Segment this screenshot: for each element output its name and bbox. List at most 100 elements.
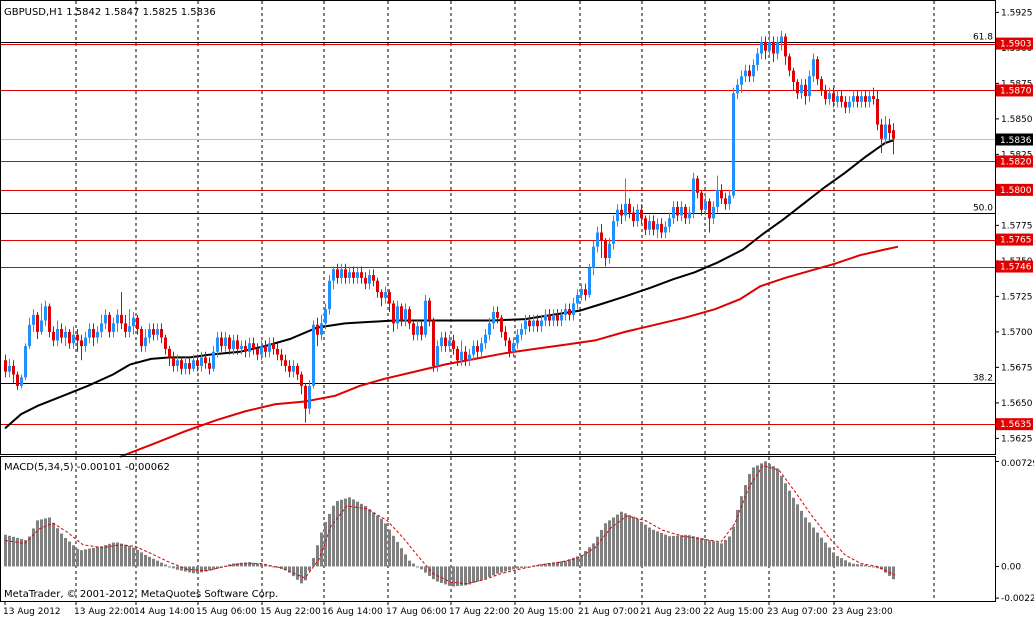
candle-body [180,360,183,369]
macd-bar [324,522,327,567]
candle-body [132,317,135,327]
macd-bar [308,566,311,571]
candle-body [728,195,731,205]
moving-average-line [4,139,895,430]
candle-body [692,178,695,213]
candle-body [4,360,7,372]
macd-signal-line [4,465,896,585]
macd-bar [564,560,567,567]
candle-body [584,289,587,295]
candles [4,30,895,423]
macd-bar [664,534,667,567]
candle-body [336,269,339,278]
macd-bar [304,566,307,581]
time-tick-label: 21 Aug 23:00 [640,607,701,617]
macd-bar [836,556,839,567]
macd-bar [240,562,243,567]
level-label-bg [996,233,1033,246]
level-label: 1.5765 [1000,236,1032,246]
macd-bar [428,566,431,576]
macd-bar [380,518,383,567]
macd-bar [892,566,895,580]
candle-body [496,311,499,318]
macd-bar [140,552,143,567]
candle-body [652,221,655,230]
candle-body [844,101,847,108]
macd-bar [656,531,659,567]
candle-body [824,90,827,99]
candle-body [84,337,87,347]
candle-body [96,331,99,338]
macd-bar [732,526,735,567]
candle-body [832,93,835,102]
macd-bar [600,529,603,567]
candle-body [676,206,679,216]
candle-body [144,337,147,347]
candle-body [588,267,591,295]
macd-bar [264,564,267,567]
macd-bar [768,463,771,567]
time-tick-label: 20 Aug 15:00 [513,607,574,617]
macd-bar [444,566,447,585]
time-tick-label: 17 Aug 06:00 [386,607,447,617]
candle-body [20,377,23,386]
candle-body [712,206,715,219]
candle-body [148,329,151,338]
macd-bar [524,566,527,568]
candle-body [568,309,571,315]
candle-body [108,314,111,332]
candle-body [164,337,167,349]
candle-body [632,212,635,222]
macd-bar [200,566,203,573]
macd-bar [816,532,819,567]
macd-bar [772,466,775,567]
macd-bar [316,545,319,567]
candle-body [328,280,331,310]
candle-body [28,324,31,347]
candle-body [532,320,535,327]
macd-bar [856,564,859,567]
candle-body [480,343,483,352]
candle-body [116,314,119,324]
macd-bar [860,564,863,567]
macd-bar [852,563,855,567]
macd-bar [292,566,295,577]
candle-body [672,206,675,219]
macd-bar [508,566,511,571]
macd-bar [652,529,655,567]
macd-bar [632,516,635,567]
macd-bar [708,540,711,567]
candle-body [512,343,515,352]
macd-bar [336,501,339,567]
macd-bar [340,499,343,567]
candle-body [688,212,691,219]
macd-bar [464,566,467,586]
macd-bar [236,563,239,567]
macd-bar [108,543,111,567]
macd-bar [364,505,367,567]
candle-body [444,337,447,347]
candle-body [696,178,699,193]
candle-body [352,272,355,278]
macd-bar [32,528,35,567]
candle-body [320,323,323,335]
candle-body [88,329,91,338]
candle-body [296,365,299,375]
candle-body [736,84,739,94]
macd-bar [668,536,671,567]
macd-bar [776,468,779,567]
macd-bar [160,562,163,567]
candle-body [280,354,283,361]
candle-body [448,340,451,347]
candle-body [168,348,171,358]
macd-bar [620,511,623,567]
time-tick-label: 16 Aug 14:00 [322,607,383,617]
candle-body [472,346,475,355]
candle-body [836,96,839,102]
macd-bar [104,545,107,567]
candle-body [68,331,71,344]
macd-bar [400,548,403,567]
candle-body [852,96,855,102]
candle-body [684,206,687,219]
